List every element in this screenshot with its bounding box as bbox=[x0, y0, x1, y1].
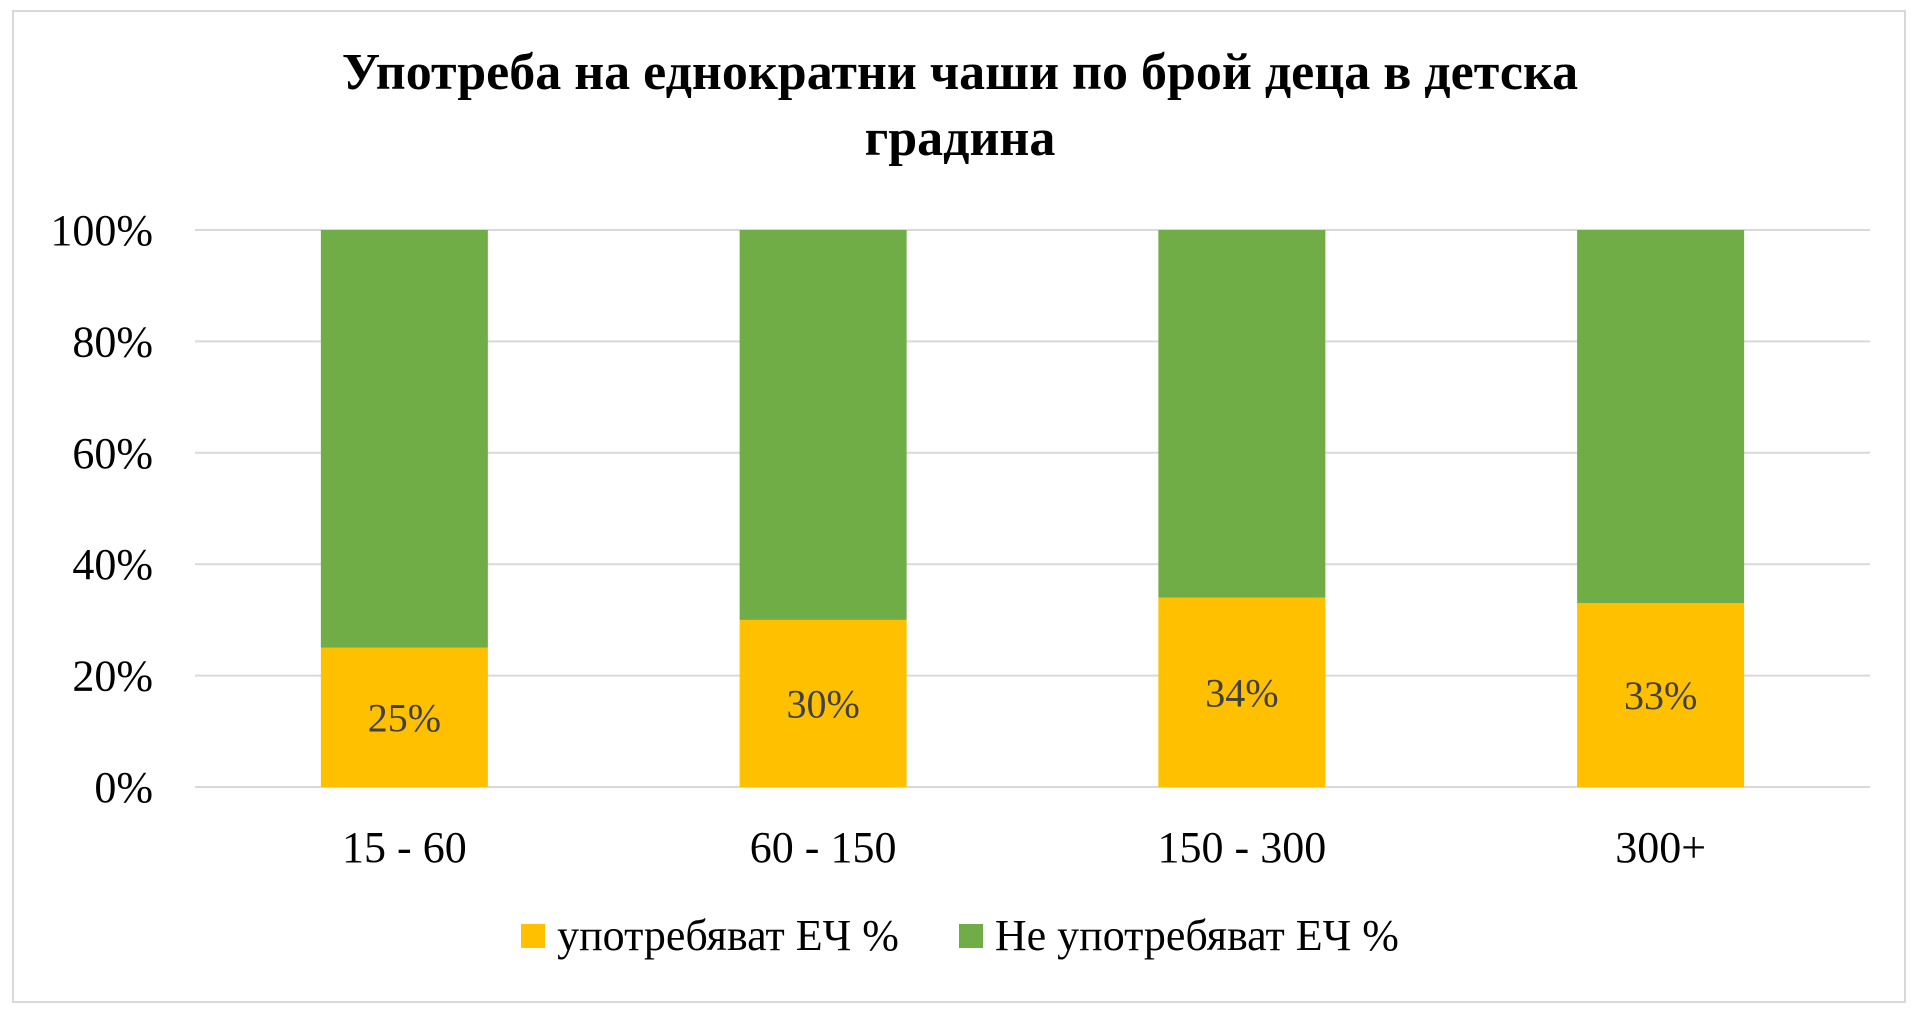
x-tick-label: 300+ bbox=[1615, 823, 1706, 872]
bar-not-used bbox=[320, 230, 488, 648]
x-tick-label: 15 - 60 bbox=[342, 823, 467, 872]
x-axis-ticks: 15 - 60 60 - 150 150 - 300 300+ bbox=[342, 823, 1706, 872]
legend-swatch-not-used bbox=[958, 923, 983, 948]
bar-used bbox=[1158, 597, 1326, 787]
bar-not-used bbox=[739, 230, 907, 620]
x-tick-label: 60 - 150 bbox=[750, 823, 897, 872]
bar-used bbox=[320, 647, 488, 787]
data-label: 34% bbox=[1205, 670, 1278, 715]
bar-used bbox=[1577, 603, 1745, 787]
bar-not-used bbox=[1577, 230, 1745, 604]
data-label: 25% bbox=[368, 695, 441, 740]
data-label: 33% bbox=[1624, 673, 1697, 718]
legend-label-not-used: Не употребяват ЕЧ % bbox=[994, 911, 1399, 960]
chart-title: Употреба на еднократни чаши по брой деца… bbox=[0, 40, 1920, 172]
bar-not-used bbox=[1158, 230, 1326, 598]
x-tick-label: 150 - 300 bbox=[1158, 823, 1327, 872]
y-tick-label: 100% bbox=[50, 206, 153, 255]
legend-label-used: употребяват ЕЧ % bbox=[557, 911, 899, 960]
bar-used bbox=[739, 619, 907, 787]
chart-title-line-2: градина bbox=[864, 110, 1056, 167]
data-labels: 25% 30% 34% 33% bbox=[368, 670, 1698, 740]
legend: употребяват ЕЧ % Не употребяват ЕЧ % bbox=[0, 910, 1920, 961]
data-label: 30% bbox=[786, 681, 859, 726]
y-tick-label: 40% bbox=[72, 540, 153, 589]
y-tick-label: 20% bbox=[72, 652, 153, 701]
y-tick-label: 80% bbox=[72, 317, 153, 366]
legend-swatch-used bbox=[521, 923, 546, 948]
y-axis-ticks: 0% 20% 40% 60% 80% 100% bbox=[50, 206, 153, 812]
legend-item-not-used: Не употребяват ЕЧ % bbox=[958, 910, 1399, 961]
bars bbox=[320, 230, 1745, 787]
legend-item-used: употребяват ЕЧ % bbox=[521, 910, 899, 961]
y-tick-label: 60% bbox=[72, 429, 153, 478]
y-tick-label: 0% bbox=[94, 763, 153, 812]
chart-title-line-1: Употреба на еднократни чаши по брой деца… bbox=[341, 44, 1579, 101]
